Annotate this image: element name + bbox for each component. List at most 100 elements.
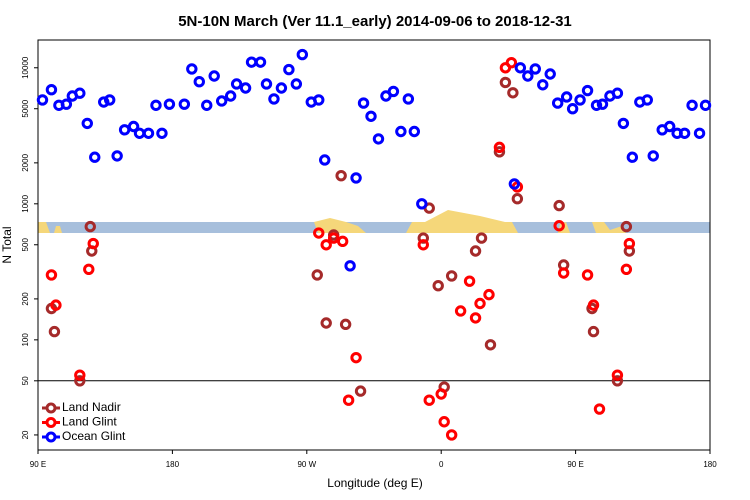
legend-label: Ocean Glint — [62, 429, 126, 443]
y-tick-label: 5000 — [21, 99, 30, 117]
point — [553, 199, 565, 212]
point — [339, 318, 352, 331]
point — [693, 127, 706, 139]
point — [342, 394, 355, 406]
point — [327, 232, 340, 244]
point — [445, 270, 458, 282]
point — [454, 305, 467, 317]
point — [678, 127, 691, 139]
y-tick-label: 200 — [21, 292, 30, 306]
point — [313, 227, 325, 239]
point — [395, 125, 407, 138]
point — [201, 99, 213, 111]
x-tick-label: 180 — [703, 460, 717, 469]
x-tick-label: 90 E — [30, 460, 46, 469]
legend-label: Land Nadir — [62, 400, 121, 414]
point — [336, 235, 349, 248]
point — [663, 120, 676, 133]
point — [87, 237, 99, 250]
point — [48, 325, 61, 338]
point — [581, 84, 594, 97]
y-tick-label: 500 — [21, 238, 30, 252]
point — [193, 75, 205, 88]
point — [311, 269, 323, 281]
point — [483, 288, 495, 301]
point — [551, 97, 564, 109]
point — [350, 172, 362, 184]
point — [581, 269, 594, 281]
ocean-strip — [38, 222, 710, 233]
point — [84, 220, 96, 233]
point — [320, 239, 332, 251]
point — [699, 99, 712, 111]
point — [474, 297, 486, 310]
point — [156, 127, 168, 139]
point — [620, 263, 633, 276]
point — [408, 125, 421, 138]
series — [45, 56, 636, 441]
point — [150, 99, 162, 111]
point — [499, 76, 512, 89]
point — [505, 56, 518, 69]
point — [350, 351, 362, 364]
legend-marker — [45, 417, 57, 428]
point — [142, 127, 155, 139]
series — [36, 48, 712, 272]
point — [553, 220, 565, 232]
point — [596, 98, 609, 110]
point — [163, 98, 176, 110]
point — [435, 388, 447, 400]
point — [423, 394, 435, 406]
x-tick-label: 90 W — [297, 460, 316, 469]
point — [417, 232, 429, 244]
point — [641, 94, 653, 106]
point — [686, 99, 698, 111]
point — [118, 124, 131, 136]
point — [647, 150, 659, 162]
point — [611, 369, 624, 381]
point — [260, 78, 273, 90]
point — [566, 103, 579, 115]
point — [522, 70, 534, 82]
point — [590, 99, 603, 111]
point — [587, 299, 600, 311]
point — [560, 91, 573, 103]
x-axis-label: Longitude (deg E) — [327, 476, 422, 490]
legend-marker — [45, 402, 57, 414]
point — [230, 78, 243, 90]
point — [254, 56, 267, 68]
point — [74, 87, 86, 99]
point — [557, 267, 570, 279]
point — [98, 96, 110, 108]
point — [111, 150, 123, 162]
point — [587, 325, 600, 338]
point — [511, 193, 524, 205]
point — [620, 220, 633, 233]
point — [186, 63, 198, 75]
x-tick-label: 180 — [166, 460, 180, 469]
land-strip — [406, 210, 518, 233]
point — [320, 317, 332, 329]
point — [493, 146, 506, 158]
point — [36, 94, 49, 106]
point — [475, 232, 488, 244]
point — [432, 280, 444, 292]
point — [416, 198, 428, 210]
point — [319, 154, 331, 166]
point — [469, 312, 482, 324]
point — [402, 93, 415, 105]
chart-title: 5N-10N March (Ver 11.1_early) 2014-09-06… — [178, 13, 572, 30]
land-strip — [314, 218, 366, 233]
point — [60, 98, 73, 110]
point — [74, 369, 86, 381]
point — [74, 375, 86, 387]
point — [484, 339, 497, 351]
land-strip — [38, 222, 50, 233]
point — [283, 63, 295, 76]
point — [365, 110, 377, 122]
y-tick-label: 100 — [21, 333, 30, 347]
point — [335, 169, 347, 182]
land-strip — [592, 222, 626, 233]
point — [50, 299, 62, 311]
